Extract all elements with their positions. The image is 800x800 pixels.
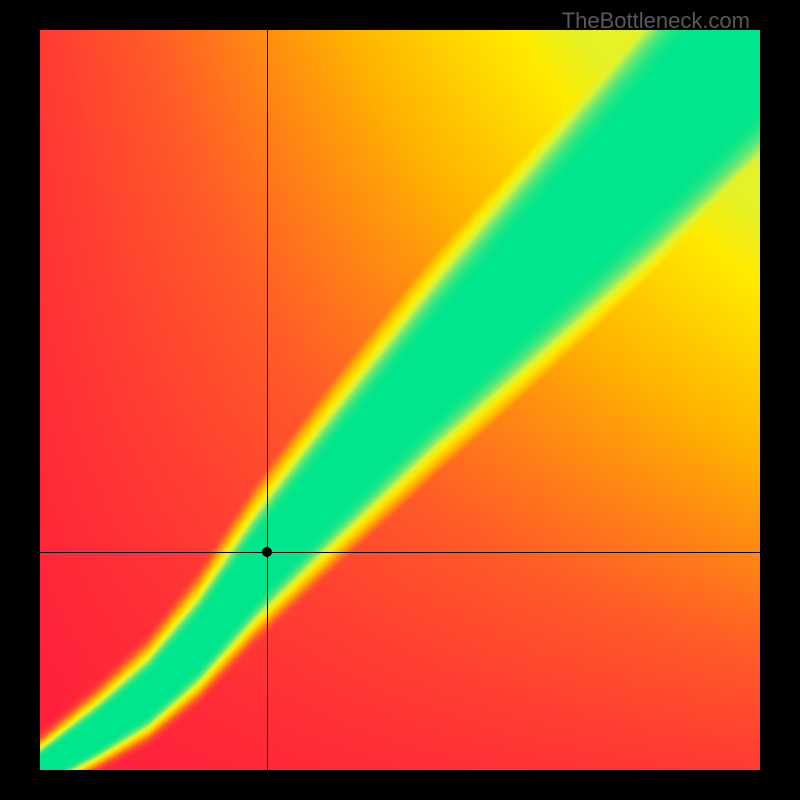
plot-area	[40, 30, 760, 770]
crosshair-marker	[262, 547, 272, 557]
crosshair-horizontal	[40, 552, 760, 553]
crosshair-vertical	[267, 30, 268, 770]
watermark-text: TheBottleneck.com	[562, 8, 750, 34]
chart-container: TheBottleneck.com	[0, 0, 800, 800]
heatmap-canvas	[40, 30, 760, 770]
